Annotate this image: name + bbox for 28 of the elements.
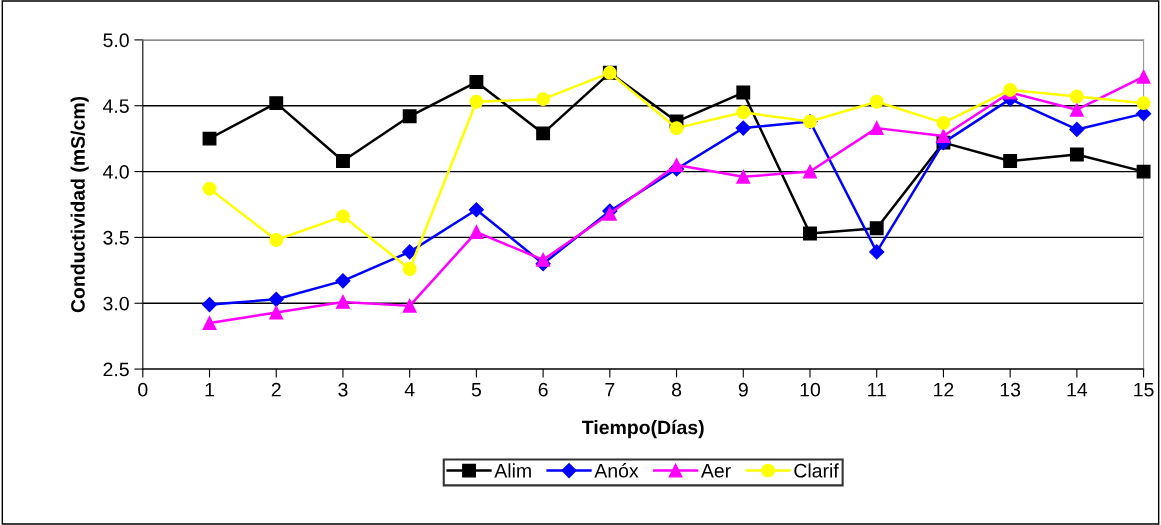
- y-axis-title: Conductividad (mS/cm): [70, 96, 89, 313]
- x-tick-label: 15: [1134, 382, 1154, 397]
- x-tick-label: 13: [1000, 382, 1021, 397]
- y-tick-label: 5.0: [103, 33, 129, 48]
- legend-label: Aer: [700, 464, 731, 478]
- x-tick-label: 7: [605, 382, 615, 397]
- x-tick-label: 2: [271, 382, 281, 397]
- x-tick-label: 6: [538, 382, 548, 397]
- legend-label: Alim: [494, 463, 531, 478]
- x-tick-label: 14: [1067, 382, 1088, 397]
- y-tick-label: 3.5: [103, 230, 129, 245]
- x-tick-label: 3: [338, 382, 348, 397]
- x-tick-label: 5: [471, 382, 481, 397]
- x-tick-label: 8: [671, 382, 682, 397]
- x-axis-title: Tiempo(Días): [582, 419, 704, 439]
- y-tick-label: 4.0: [103, 165, 129, 179]
- legend-label: Clarif: [794, 463, 839, 478]
- legend-label: Anóx: [594, 463, 639, 478]
- x-tick-label: 1: [205, 382, 214, 397]
- x-tick-label: 9: [738, 382, 748, 397]
- y-tick-label: 4.5: [103, 99, 129, 113]
- x-tick-label: 11: [868, 382, 886, 397]
- x-tick-label: 4: [404, 382, 415, 397]
- y-tick-label: 2.5: [103, 362, 129, 377]
- x-tick-label: 0: [138, 382, 148, 397]
- y-tick-label: 3.0: [103, 296, 129, 311]
- x-tick-label: 12: [934, 382, 954, 397]
- x-tick-label: 10: [800, 382, 821, 397]
